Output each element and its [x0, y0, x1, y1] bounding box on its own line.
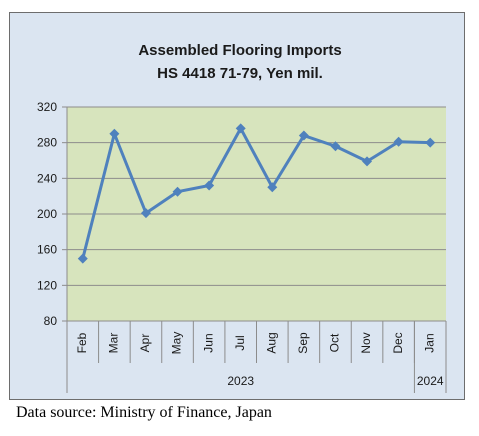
x-tick-label-sep: Sep [296, 332, 310, 354]
data-point-oct [330, 141, 341, 152]
data-point-apr [140, 208, 151, 219]
data-point-nov [362, 156, 373, 167]
x-axis-ticks: Feb Mar Apr May Jun Jul Aug Sep Oct Nov Dec Jan [75, 321, 447, 363]
line-chart: Assembled Flooring Imports HS 4418 71-79… [37, 42, 447, 393]
data-point-mar [109, 128, 120, 139]
data-point-sep [298, 130, 309, 141]
y-tick-label-120: 120 [37, 278, 57, 292]
y-tick-label-80: 80 [44, 314, 58, 328]
chart-title-line-2: HS 4418 71-79, Yen mil. [157, 65, 323, 82]
x-tick-label-nov: Nov [359, 332, 373, 353]
group-label-2023: 2023 [227, 374, 254, 388]
x-tick-label-apr: Apr [138, 334, 152, 353]
x-tick-label-feb: Feb [75, 332, 89, 353]
group-label-2024: 2024 [417, 374, 444, 388]
data-point-jan [425, 137, 436, 148]
data-point-may [172, 186, 183, 197]
y-tick-label-280: 280 [37, 136, 57, 150]
y-tick-label-320: 320 [37, 100, 57, 114]
x-tick-label-may: May [170, 332, 184, 355]
x-tick-label-mar: Mar [107, 333, 121, 354]
gridlines [67, 106, 446, 286]
x-tick-label-jan: Jan [422, 333, 436, 352]
data-source-note: Data source: Ministry of Finance, Japan [16, 404, 272, 421]
chart-frame: Assembled Flooring Imports HS 4418 71-79… [9, 12, 465, 400]
data-point-dec [393, 136, 404, 147]
data-point-jun [204, 180, 215, 191]
data-point-jul [235, 123, 246, 134]
data-point-aug [267, 182, 278, 193]
x-axis-year-groups: 2023 2024 [66, 321, 447, 393]
y-axis-ticks: 80 120 160 200 240 280 320 [37, 100, 67, 328]
x-tick-label-dec: Dec [391, 332, 405, 353]
x-tick-label-jul: Jul [233, 335, 247, 350]
chart-title-line-1: Assembled Flooring Imports [138, 42, 341, 59]
y-tick-label-240: 240 [37, 171, 57, 185]
x-tick-label-oct: Oct [328, 333, 342, 352]
x-tick-label-aug: Aug [264, 332, 278, 353]
x-tick-label-jun: Jun [201, 333, 215, 352]
y-tick-label-160: 160 [37, 243, 57, 257]
y-tick-label-200: 200 [37, 207, 57, 221]
series-line [81, 126, 431, 259]
